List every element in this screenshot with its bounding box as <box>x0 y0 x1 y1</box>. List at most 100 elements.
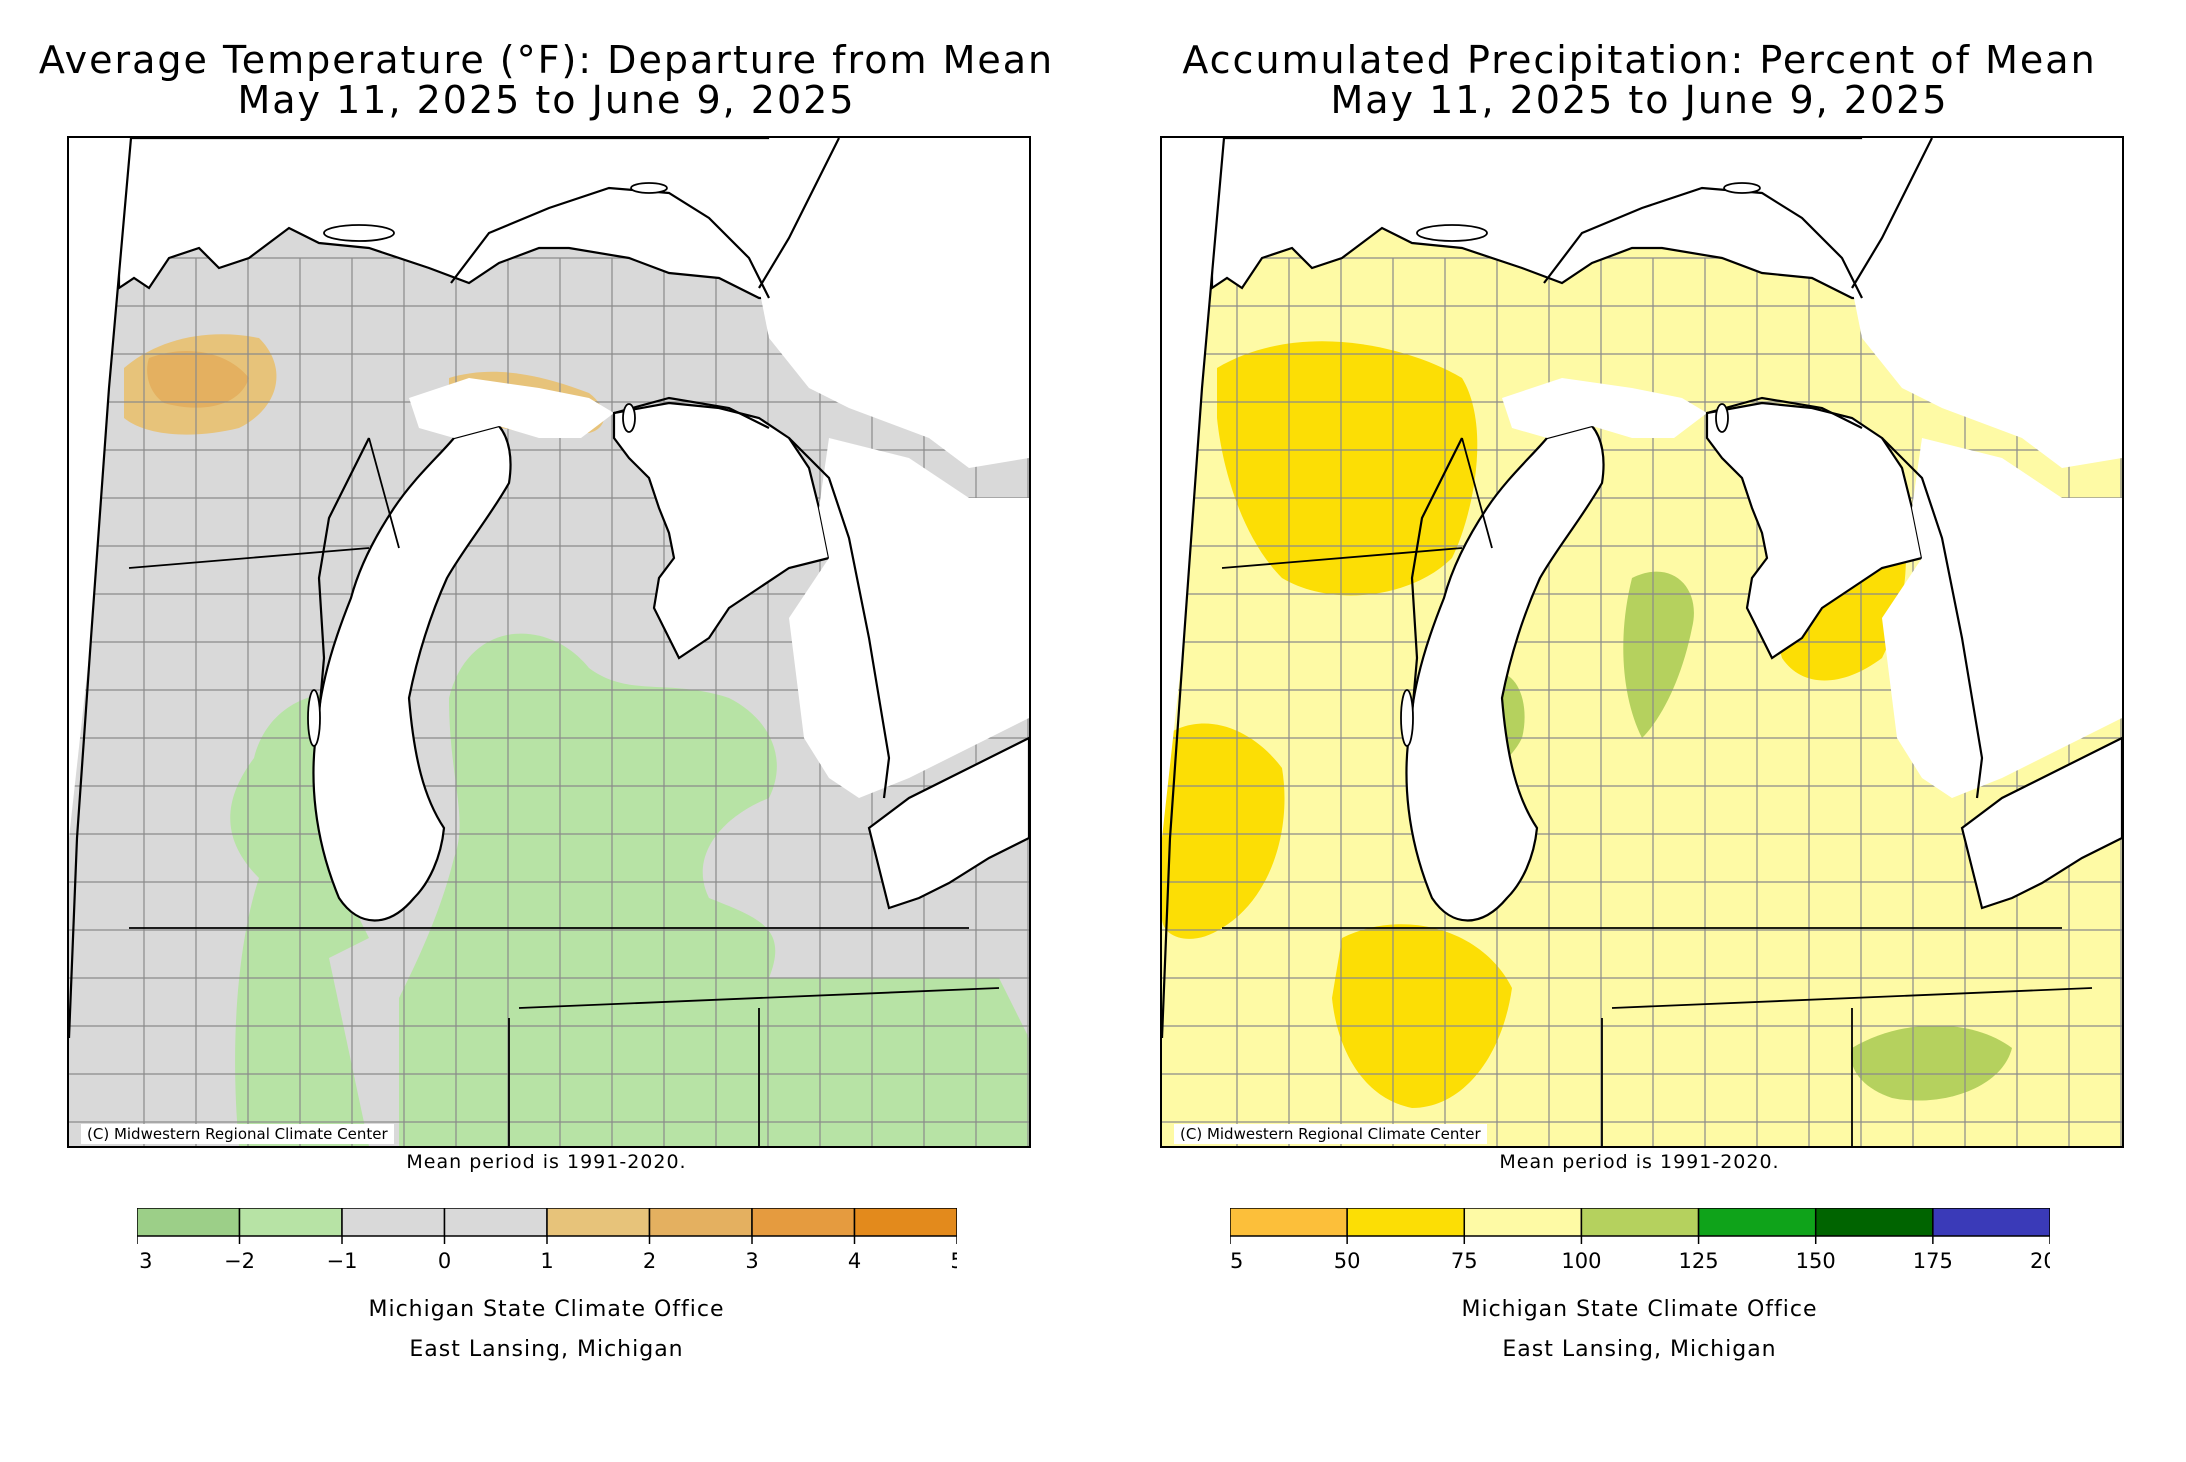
legend-tick-label: 150 <box>1796 1249 1836 1273</box>
legend-tick-label: 5 <box>950 1249 957 1273</box>
legend-tick-label: 2 <box>643 1249 656 1273</box>
water-bodies <box>1162 138 2122 922</box>
coastline <box>1706 396 1863 429</box>
coastline <box>1408 437 1463 739</box>
ontario-east <box>1882 538 2122 798</box>
lake-michigan-north <box>1502 378 1707 438</box>
temperature-map-title: Average Temperature (°F): Departure from… <box>0 40 1093 120</box>
anomaly-region <box>1851 1025 2012 1101</box>
coastlines <box>1162 138 2093 1146</box>
anomaly-region <box>1217 341 1478 596</box>
legend-tick-label: 50 <box>1334 1249 1361 1273</box>
lake-winnebago <box>1400 689 1414 747</box>
ontario-east <box>789 538 1029 798</box>
state-border <box>1611 987 2093 1009</box>
coastline <box>788 437 891 799</box>
legend-tick-label: 175 <box>1913 1249 1953 1273</box>
legend-tick-label: 1 <box>540 1249 553 1273</box>
legend-swatch <box>1580 1208 1700 1237</box>
anomaly-region <box>1332 924 1512 1108</box>
map-credit: (C) Midwestern Regional Climate Center <box>1174 1124 1487 1144</box>
legend-swatch <box>1230 1208 1348 1237</box>
legend-tick-label: −1 <box>327 1249 358 1273</box>
lake-michigan <box>312 424 512 922</box>
lake-winnebago <box>307 689 321 747</box>
precipitation-title-line2: May 11, 2025 to June 9, 2025 <box>1330 78 1949 122</box>
temperature-title-line2: May 11, 2025 to June 9, 2025 <box>237 78 856 122</box>
precipitation-panel: Accumulated Precipitation: Percent of Me… <box>1093 0 2186 1462</box>
legend-tick-label: 0 <box>438 1249 451 1273</box>
legend-swatch <box>1346 1208 1466 1237</box>
lake-erie <box>867 736 1029 910</box>
lake-michigan <box>1405 424 1605 922</box>
legend-swatch <box>137 1208 241 1237</box>
map-credit: (C) Midwestern Regional Climate Center <box>81 1124 394 1144</box>
island <box>630 182 668 194</box>
water-bodies <box>69 138 1029 922</box>
temperature-title-line1: Average Temperature (°F): Departure from… <box>38 38 1055 82</box>
islands <box>307 182 668 747</box>
precipitation-map-canvas <box>1162 138 2122 1146</box>
temperature-map-canvas <box>69 138 1029 1146</box>
county-grid <box>69 257 1029 1146</box>
legend-swatch <box>751 1208 856 1237</box>
legend-swatch <box>853 1208 957 1237</box>
ontario-area <box>1852 138 2122 468</box>
isle-royale <box>323 224 395 242</box>
legend-swatch <box>1463 1208 1583 1237</box>
legend-tick-label: 125 <box>1679 1249 1719 1273</box>
legend-tick-label: 200 <box>2030 1249 2050 1273</box>
anomaly-region <box>1623 571 1694 738</box>
legend-tick-label: 75 <box>1451 1249 1478 1273</box>
state-border <box>1461 437 1493 549</box>
office-name: Michigan State Climate Office <box>1461 1297 1818 1322</box>
office-location: East Lansing, Michigan <box>1502 1337 1777 1362</box>
precipitation-legend: 25 50 75 100 125 150 175 200 <box>1230 1208 2050 1273</box>
coastline <box>69 138 133 1039</box>
ontario-area <box>759 138 1029 468</box>
anomaly-region <box>1162 723 1285 939</box>
lake-michigan-north <box>409 378 614 438</box>
precipitation-title-line1: Accumulated Precipitation: Percent of Me… <box>1182 38 2097 82</box>
anomaly-region <box>147 350 249 408</box>
state-border <box>368 437 400 549</box>
coastline <box>1881 437 1984 799</box>
coastline <box>315 437 370 739</box>
lake-erie <box>1960 736 2122 910</box>
legend-tick-label: −3 <box>137 1249 152 1273</box>
mean-period-note: Mean period is 1991-2020. <box>406 1151 687 1173</box>
legend-tick-label: 4 <box>848 1249 861 1273</box>
precipitation-map-title: Accumulated Precipitation: Percent of Me… <box>1093 40 2186 120</box>
state-border <box>1221 547 1463 569</box>
state-border <box>518 987 1000 1009</box>
legend-tick-label: 25 <box>1230 1249 1243 1273</box>
legend-swatch <box>238 1208 343 1237</box>
legend-tick-label: 100 <box>1561 1249 1601 1273</box>
temperature-legend-bar: −3 −2 −1 0 1 2 3 4 5 <box>137 1208 957 1273</box>
island <box>622 403 636 433</box>
coastline <box>758 138 840 289</box>
island <box>1723 182 1761 194</box>
office-name: Michigan State Climate Office <box>368 1297 725 1322</box>
coastline <box>1162 138 1226 1039</box>
legend-swatch <box>341 1208 446 1237</box>
temperature-legend: −3 −2 −1 0 1 2 3 4 5 <box>137 1208 957 1273</box>
coastline <box>613 396 770 429</box>
temperature-panel: Average Temperature (°F): Departure from… <box>0 40 1093 1362</box>
legend-tick-label: −2 <box>224 1249 255 1273</box>
island <box>1715 403 1729 433</box>
legend-swatch <box>1697 1208 1817 1237</box>
legend-swatch <box>443 1208 548 1237</box>
office-location: East Lansing, Michigan <box>409 1337 684 1362</box>
mean-period-note: Mean period is 1991-2020. <box>1499 1151 1780 1173</box>
legend-tick-label: 3 <box>745 1249 758 1273</box>
lake-huron <box>612 401 831 660</box>
temperature-map: (C) Midwestern Regional Climate Center <box>67 136 1031 1148</box>
legend-swatch <box>1932 1208 2050 1237</box>
isle-royale <box>1416 224 1488 242</box>
legend-swatch <box>546 1208 651 1237</box>
precipitation-legend-bar: 25 50 75 100 125 150 175 200 <box>1230 1208 2050 1273</box>
legend-swatch <box>1814 1208 1934 1237</box>
precipitation-map: (C) Midwestern Regional Climate Center <box>1160 136 2124 1148</box>
islands <box>1400 182 1761 747</box>
